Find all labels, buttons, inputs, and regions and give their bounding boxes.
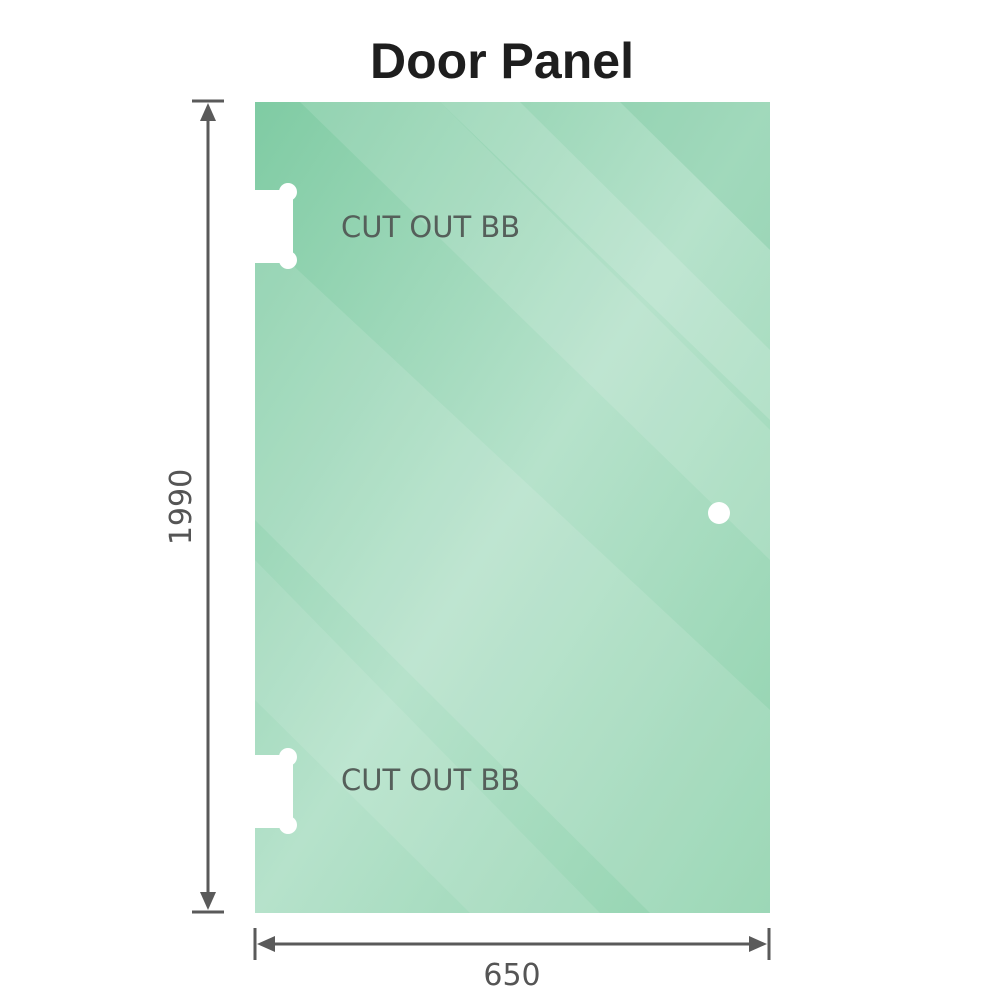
- glass-panel: [250, 102, 770, 913]
- height-dimension-label: 1990: [164, 469, 199, 545]
- glass-reflection: [255, 102, 770, 913]
- height-dimension-line: [192, 99, 224, 914]
- width-dimension-line: [253, 928, 771, 960]
- cutout-label-bottom: CUT OUT BB: [341, 763, 520, 797]
- top-cutout-notch: [250, 183, 297, 269]
- bottom-cutout-notch: [250, 748, 297, 834]
- cutout-label-top: CUT OUT BB: [341, 210, 520, 244]
- diagram-title: Door Panel: [370, 33, 634, 89]
- handle-hole: [708, 502, 730, 524]
- width-dimension-label: 650: [483, 958, 540, 993]
